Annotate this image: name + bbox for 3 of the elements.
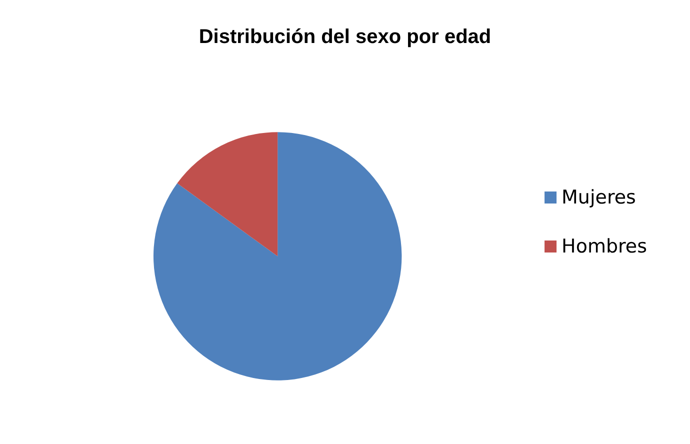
chart-title: Distribución del sexo por edad (198, 26, 492, 48)
legend-label: Hombres (562, 236, 648, 258)
legend-label: Mujeres (562, 186, 636, 208)
